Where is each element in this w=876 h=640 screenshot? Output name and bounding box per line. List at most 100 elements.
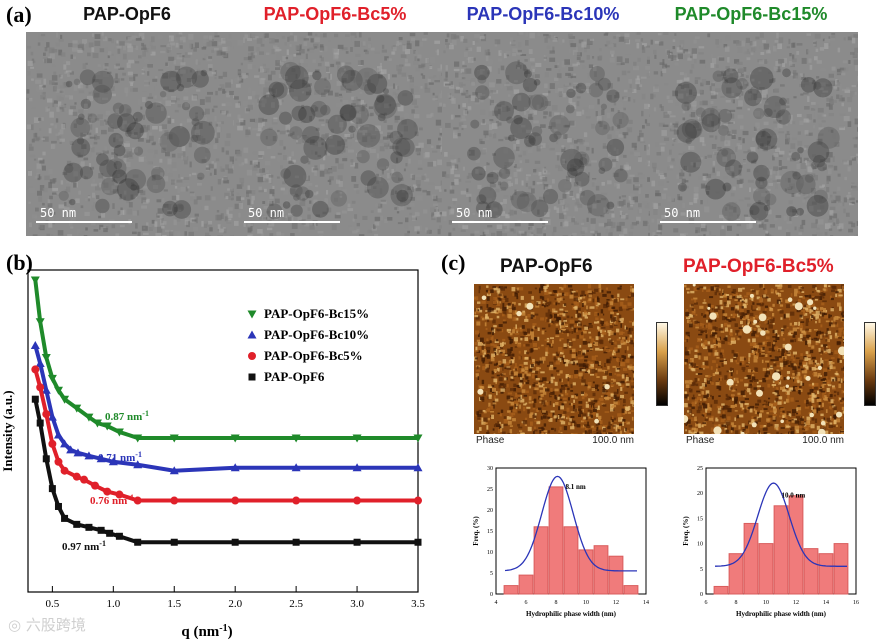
hist-x-tick-label: 8 — [555, 600, 558, 606]
hist-y-tick-label: 15 — [697, 516, 703, 522]
saxs-marker — [61, 514, 69, 522]
saxs-series-line — [33, 345, 418, 473]
afm-title-1: PAP-OpF6 — [500, 256, 593, 277]
tem-scale-bar-4 — [660, 221, 756, 223]
saxs-x-tick-label: 3.5 — [411, 598, 425, 610]
saxs-marker — [414, 496, 422, 505]
hist-x-axis-label: Hydrophilic phase width (nm) — [736, 610, 827, 618]
saxs-marker — [60, 439, 70, 448]
tem-image-4: 50 nm — [650, 32, 858, 236]
hist-y-axis-label: Freq. (%) — [472, 516, 480, 546]
hist-peak-annotation: 8.1 nm — [566, 483, 586, 491]
hist-x-tick-label: 8 — [735, 600, 738, 606]
saxs-marker — [247, 310, 257, 319]
saxs-legend-label: PAP-OpF6-Bc15% — [264, 306, 369, 321]
saxs-marker — [352, 434, 362, 443]
saxs-y-axis-label: Intensity (a.u.) — [0, 390, 15, 471]
tem-title-1: PAP-OpF6 — [83, 4, 171, 24]
saxs-marker — [54, 502, 62, 510]
saxs-marker — [96, 454, 106, 463]
hist-fit-curve — [715, 482, 847, 567]
hist-y-tick-label: 20 — [487, 508, 493, 514]
tem-scale-bar-1 — [36, 221, 132, 223]
hist-x-tick-label: 12 — [793, 600, 799, 606]
saxs-marker — [353, 538, 361, 546]
hist-x-axis-label: Hydrophilic phase width (nm) — [526, 610, 617, 618]
tem-scale-bar-2 — [244, 221, 340, 223]
tem-scale-label-1: 50 nm — [40, 206, 77, 220]
saxs-marker — [102, 422, 112, 431]
hist-peak-annotation: 10.0 nm — [782, 492, 806, 500]
saxs-marker — [134, 538, 142, 546]
saxs-peak-annotation: 0.71 nm-1 — [98, 450, 142, 465]
hist-bar — [758, 543, 774, 595]
hist-y-tick-label: 10 — [697, 542, 703, 548]
saxs-marker — [352, 463, 362, 472]
saxs-marker — [292, 496, 301, 505]
afm-image-1: Phase 100.0 nm — [474, 284, 638, 452]
color-scale-bar-2 — [864, 322, 876, 406]
saxs-x-tick-label: 1.5 — [167, 598, 181, 610]
saxs-marker — [133, 434, 143, 443]
saxs-peak-annotation: 0.97 nm-1 — [62, 539, 106, 554]
afm-image-2: Phase 100.0 nm — [680, 283, 848, 452]
hist-bar — [608, 555, 624, 595]
saxs-marker — [106, 529, 114, 537]
hist-bar — [818, 553, 834, 595]
hist-bar — [623, 585, 639, 595]
hist-bar — [743, 522, 759, 595]
hist-bar — [563, 526, 579, 595]
saxs-marker — [85, 523, 93, 531]
hist-y-tick-label: 5 — [700, 567, 703, 573]
saxs-marker — [80, 475, 89, 484]
saxs-marker — [48, 485, 56, 493]
saxs-marker — [115, 490, 124, 499]
tem-scale-bar-3 — [452, 221, 548, 223]
saxs-marker — [169, 434, 179, 443]
hist-x-tick-label: 14 — [643, 600, 649, 606]
saxs-marker — [35, 318, 45, 327]
saxs-marker — [73, 448, 83, 457]
saxs-chart: 0.5 1.0 1.5 2.0 2.5 3.0 3.5 PAP-OpF6-Bc15% PAP-… — [0, 269, 425, 640]
tem-texture-3 — [442, 32, 650, 236]
watermark-icon: ◎ — [8, 616, 26, 634]
panel-c-label: (c) — [441, 250, 466, 275]
tem-scale-label-4: 50 nm — [664, 206, 701, 220]
saxs-marker — [170, 538, 178, 546]
saxs-marker — [169, 466, 179, 475]
saxs-marker — [54, 457, 63, 466]
saxs-marker — [42, 410, 51, 419]
afm-phase-label-2: Phase — [686, 435, 715, 446]
saxs-x-tick-label: 1.0 — [106, 598, 120, 610]
saxs-legend-label: PAP-OpF6-Bc10% — [264, 327, 369, 342]
saxs-marker — [84, 413, 94, 422]
saxs-marker — [414, 538, 422, 546]
hist-y-tick-label: 5 — [490, 571, 493, 577]
hist-y-tick-label: 25 — [487, 487, 493, 493]
hist-x-tick-label: 6 — [705, 600, 708, 606]
hist-y-tick-label: 0 — [490, 592, 493, 598]
saxs-marker — [291, 434, 301, 443]
saxs-peak-annotation: 0.87 nm-1 — [105, 409, 149, 424]
tem-texture-2 — [234, 32, 442, 236]
saxs-marker — [35, 358, 45, 367]
saxs-marker — [230, 434, 240, 443]
tem-scale-label-3: 50 nm — [456, 206, 493, 220]
afm-texture-2 — [680, 283, 848, 439]
hist-bar — [803, 548, 819, 595]
tem-title-3: PAP-OpF6-Bc10% — [466, 4, 620, 24]
saxs-marker — [36, 383, 45, 392]
saxs-marker — [230, 463, 240, 472]
saxs-x-tick-label: 2.5 — [289, 598, 303, 610]
saxs-marker — [31, 395, 39, 403]
hist-bar — [833, 543, 849, 595]
afm-phase-label-1: Phase — [476, 435, 505, 446]
saxs-marker — [248, 352, 256, 360]
saxs-marker — [247, 330, 257, 339]
tem-image-3: 50 nm — [442, 32, 650, 236]
saxs-marker — [115, 532, 123, 540]
saxs-marker — [66, 445, 76, 454]
saxs-legend-label: PAP-OpF6-Bc5% — [264, 348, 363, 363]
tem-scale-label-2: 50 nm — [248, 206, 285, 220]
hist-x-tick-label: 10 — [583, 600, 589, 606]
